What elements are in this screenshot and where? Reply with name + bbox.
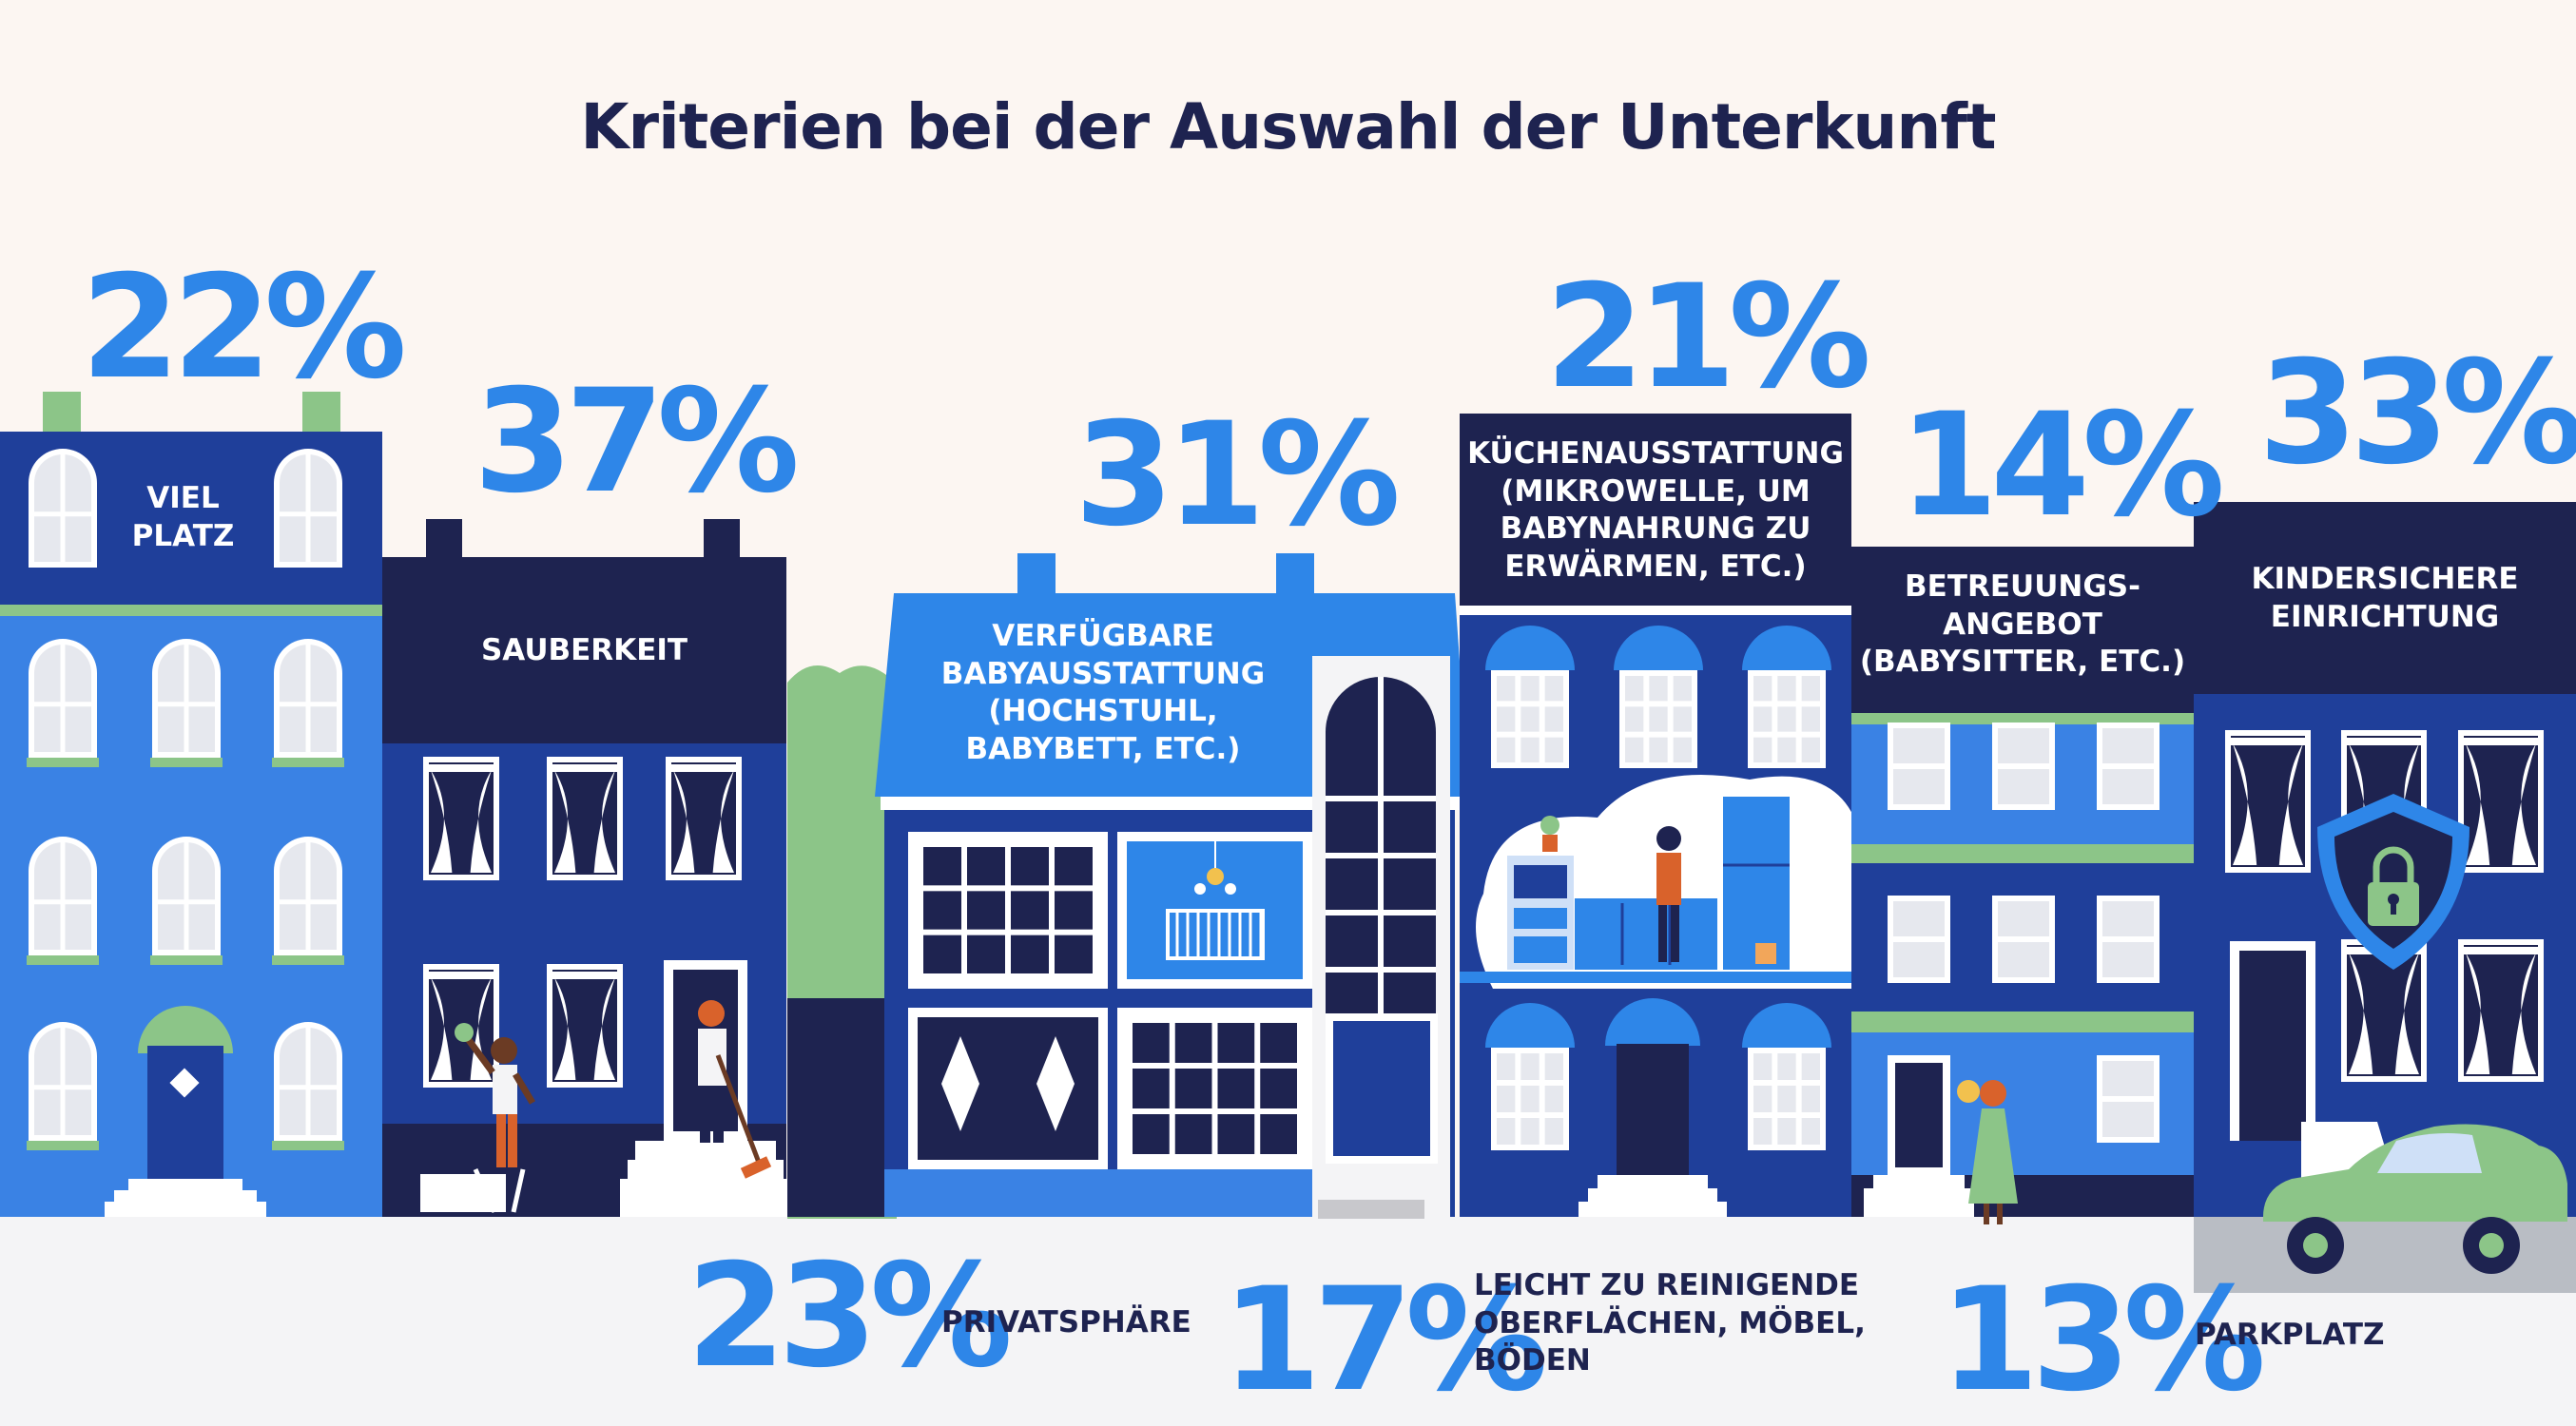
label-privatsphaere: PRIVATSPHÄRE — [941, 1305, 1191, 1339]
label-viel-platz: VIEL PLATZ — [131, 481, 235, 553]
house-kindersicher — [2194, 502, 2576, 1293]
crib-icon — [1166, 841, 1265, 960]
label-babyausstattung: VERFÜGBARE BABYAUSSTATTUNG (HOCHSTUHL, BABY… — [940, 619, 1266, 767]
label-kueche: KÜCHENAUSSTATTUNG (MIKROWELLE, UM BABYNAHR… — [1467, 436, 1844, 585]
person-with-baby — [1957, 1080, 2018, 1224]
ground — [0, 1217, 2576, 1426]
value-kindersicher: 33% — [2258, 331, 2576, 496]
value-kueche: 21% — [1545, 255, 1871, 420]
broom-icon — [698, 1000, 772, 1179]
label-reinigung: LEICHT ZU REINIGENDE OBERFLÄCHEN, MÖBEL, B… — [1474, 1268, 1866, 1378]
house-kueche — [1460, 414, 1871, 1217]
label-betreuung: BETREUUNGS- ANGEBOT (BABYSITTER, ETC.) — [1859, 569, 2186, 680]
value-parkplatz: 13% — [1940, 1258, 2266, 1423]
house-sauberkeit — [382, 519, 791, 1217]
house-betreuung — [1851, 547, 2194, 1224]
page-title: Kriterien bei der Auswahl der Unterkunft — [580, 90, 1996, 164]
value-betreuung: 14% — [1899, 383, 2225, 549]
value-sauberkeit: 37% — [474, 359, 800, 525]
label-parkplatz: PARKPLATZ — [2195, 1318, 2385, 1352]
value-viel-platz: 22% — [81, 245, 407, 411]
value-reinigung: 17% — [1222, 1258, 1548, 1423]
house-viel-platz — [0, 392, 382, 1217]
person-cleaning-window — [455, 1023, 536, 1214]
label-sauberkeit: SAUBERKEIT — [480, 633, 688, 667]
value-privatsphaere: 23% — [687, 1234, 1013, 1399]
car-icon — [2263, 1124, 2567, 1274]
house-babyausstattung — [875, 553, 1469, 1219]
lock-shield-icon — [2317, 794, 2469, 970]
value-babyausstattung: 31% — [1075, 393, 1401, 558]
label-kindersicher: KINDERSICHERE EINRICHTUNG — [2251, 562, 2519, 634]
